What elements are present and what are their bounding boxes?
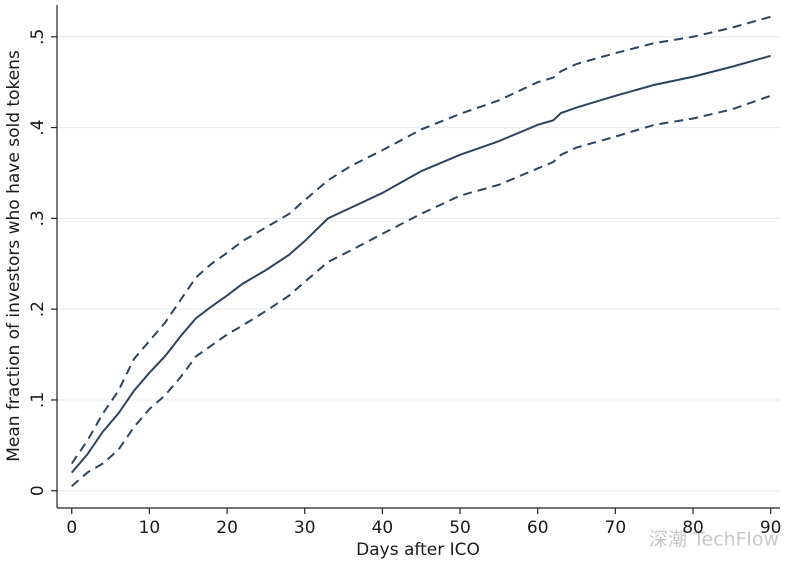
x-tick-label: 90 (760, 518, 782, 538)
series-line (70, 15, 771, 465)
y-tick-label: .2 (28, 301, 48, 317)
x-tick-label: 0 (66, 518, 77, 538)
series-line (70, 54, 771, 474)
x-tick-label: 50 (449, 518, 471, 538)
y-tick-label: .5 (28, 29, 48, 45)
series-line (71, 94, 772, 487)
x-axis-label: Days after ICO (356, 540, 480, 560)
y-tick-label: 0 (28, 485, 48, 496)
x-tick-label: 70 (605, 518, 627, 538)
x-tick-label: 30 (294, 518, 316, 538)
y-tick-label: .1 (28, 392, 48, 408)
x-tick-label: 60 (527, 518, 549, 538)
x-tick-label: 10 (139, 518, 161, 538)
y-tick-label: .3 (28, 210, 48, 226)
y-axis-label: Mean fraction of investors who have sold… (4, 50, 24, 462)
x-tick-label: 20 (216, 518, 238, 538)
x-tick-label: 80 (682, 518, 704, 538)
x-tick-label: 40 (372, 518, 394, 538)
y-tick-label: .4 (28, 119, 48, 135)
watermark: 深潮 TechFlow (649, 529, 779, 551)
